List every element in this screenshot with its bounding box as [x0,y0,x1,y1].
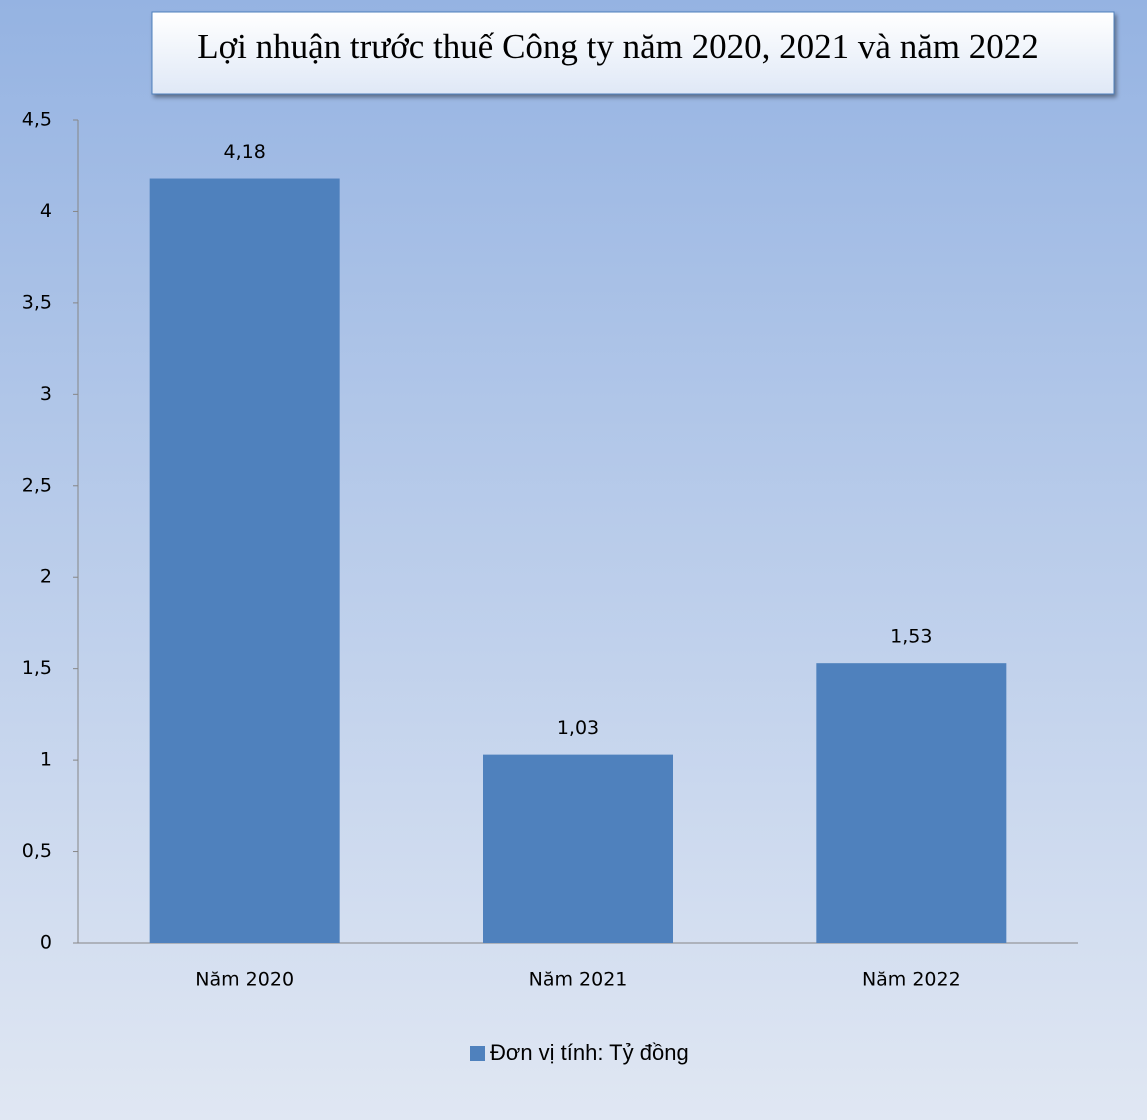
title-box [151,11,1115,95]
y-tick-label: 3,5 [22,291,52,313]
y-tick-label: 4,5 [22,109,52,131]
y-tick-label: 2 [40,566,52,588]
bar [816,663,1007,943]
x-tick-label: Năm 2020 [195,969,294,991]
y-tick-label: 0,5 [22,840,52,862]
x-tick-label: Năm 2021 [529,969,628,991]
legend-swatch [470,1046,485,1061]
y-tick-label: 0 [40,932,52,954]
y-tick-label: 1 [40,749,52,771]
bar [483,754,673,943]
value-label: 1,03 [557,717,599,739]
y-tick-label: 2,5 [22,474,52,496]
y-tick-label: 4 [40,200,52,222]
bar [149,178,340,944]
y-tick-label: 1,5 [22,657,52,679]
x-tick-label: Năm 2022 [862,969,961,991]
value-label: 1,53 [890,626,932,648]
legend-text: Đơn vị tính: Tỷ đồng [490,1040,689,1065]
chart-title: Lợi nhuận trước thuế Công ty năm 2020, 2… [197,27,1038,66]
y-tick-label: 3 [40,383,52,405]
value-label: 4,18 [224,141,266,163]
